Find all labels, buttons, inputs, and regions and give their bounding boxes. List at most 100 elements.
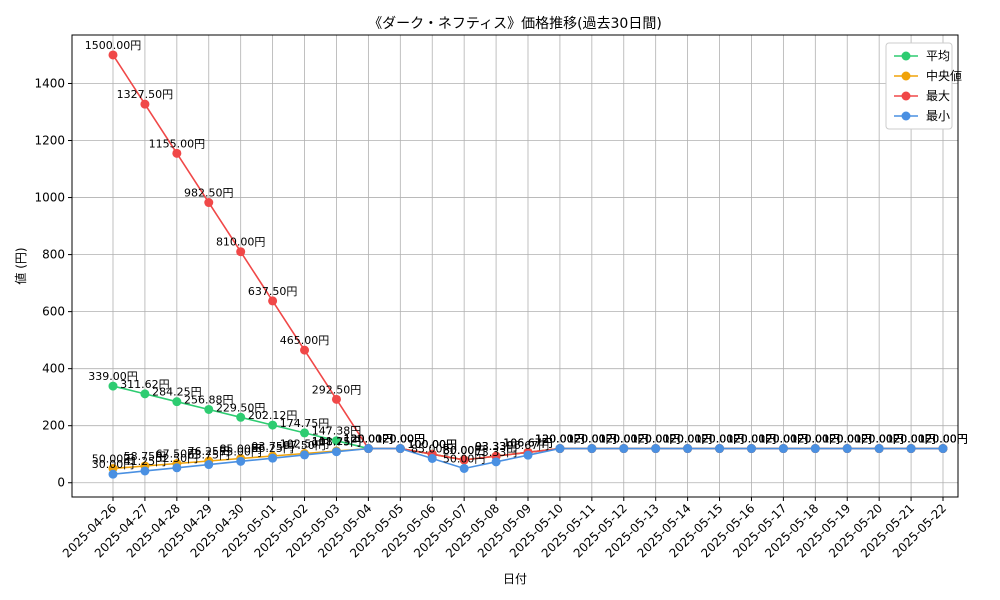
data-label: 120.00円 [791, 433, 841, 446]
data-point [395, 444, 405, 454]
x-axis-title: 日付 [503, 572, 527, 586]
data-label: 100.00円 [407, 438, 457, 451]
data-label: 120.00円 [791, 433, 841, 446]
data-label: 120.00円 [791, 433, 841, 446]
data-point [140, 389, 150, 399]
data-point [268, 420, 278, 430]
data-label: 339.00円 [88, 370, 138, 383]
data-point [172, 148, 182, 158]
data-label: 1327.50円 [117, 88, 174, 101]
data-label: 93.33円 [475, 440, 518, 453]
data-point [236, 247, 246, 257]
data-label: 120.00円 [759, 433, 809, 446]
data-label: 50.00円 [443, 452, 486, 465]
data-label: 120.00円 [918, 433, 968, 446]
data-label: 120.00円 [854, 433, 904, 446]
data-point [236, 412, 246, 422]
data-label: 120.00円 [695, 433, 745, 446]
data-label: 120.00円 [727, 433, 777, 446]
data-label: 120.00円 [854, 433, 904, 446]
data-label: 120.00円 [535, 433, 585, 446]
data-label: 120.00円 [567, 433, 617, 446]
data-label: 120.00円 [535, 433, 585, 446]
data-point [108, 469, 118, 479]
data-label: 284.25円 [152, 386, 202, 399]
data-label: 120.00円 [918, 433, 968, 446]
data-label: 120.00円 [822, 433, 872, 446]
data-label: 637.50円 [248, 285, 298, 298]
data-point [140, 466, 150, 476]
y-tick-label: 1200 [34, 134, 65, 148]
data-point [619, 444, 629, 454]
y-tick-label: 400 [42, 362, 65, 376]
y-tick-label: 1400 [34, 76, 65, 90]
y-axis-title: 値 (円) [13, 247, 28, 284]
data-label: 120.00円 [918, 433, 968, 446]
data-point [108, 50, 118, 60]
y-tick-label: 800 [42, 248, 65, 262]
data-point [204, 404, 214, 414]
data-label: 120.00円 [695, 433, 745, 446]
data-label: 120.00円 [822, 433, 872, 446]
data-label: 120.00円 [344, 433, 394, 446]
data-label: 30.00円 [92, 458, 135, 471]
data-label: 120.00円 [886, 433, 936, 446]
data-label: 111.25円 [312, 435, 362, 448]
data-label: 100.00円 [407, 438, 457, 451]
data-label: 120.00円 [663, 433, 713, 446]
data-label: 256.88円 [184, 393, 234, 406]
plot-frame [71, 34, 959, 498]
data-point [810, 444, 820, 454]
data-label: 120.00円 [599, 433, 649, 446]
legend-label: 最小 [926, 109, 950, 123]
data-label: 120.00円 [631, 433, 681, 446]
data-label: 76.25円 [188, 445, 231, 458]
data-label: 120.00円 [631, 433, 681, 446]
data-point [140, 99, 150, 109]
data-label: 106.67円 [503, 436, 553, 449]
data-label: 120.00円 [376, 433, 426, 446]
data-point [331, 394, 341, 404]
data-point [300, 345, 310, 355]
data-point [683, 444, 693, 454]
data-label: 120.00円 [599, 433, 649, 446]
data-point [906, 444, 916, 454]
data-point [938, 444, 948, 454]
data-point [555, 444, 565, 454]
data-label: 120.00円 [663, 433, 713, 446]
data-label: 120.00円 [376, 433, 426, 446]
data-label: 120.00円 [631, 433, 681, 446]
data-label: 120.00円 [727, 433, 777, 446]
data-point [778, 444, 788, 454]
data-label: 120.00円 [535, 433, 585, 446]
data-label: 120.00円 [791, 433, 841, 446]
data-point [236, 456, 246, 466]
data-point [587, 444, 597, 454]
data-point [268, 453, 278, 463]
data-label: 120.00円 [886, 433, 936, 446]
data-point [715, 444, 725, 454]
data-label: 120.00円 [599, 433, 649, 446]
data-point [427, 454, 437, 463]
data-label: 120.00円 [759, 433, 809, 446]
data-label: 100.00円 [407, 438, 457, 451]
data-label: 85.00円 [411, 443, 454, 456]
data-point [491, 457, 501, 467]
y-tick-label: 200 [42, 419, 65, 433]
data-label: 93.75円 [251, 440, 294, 453]
data-point [459, 455, 469, 465]
data-label: 120.00円 [727, 433, 777, 446]
data-point [331, 436, 341, 446]
data-label: 202.12円 [248, 409, 298, 422]
y-axis-ticks: 0 200 400 600 800 1000 1200 1400 [34, 76, 72, 490]
data-label: 52.50円 [156, 452, 199, 465]
data-label: 120.00円 [854, 433, 904, 446]
data-point [268, 296, 278, 306]
legend-marker [901, 71, 911, 81]
data-point [108, 381, 118, 391]
data-label: 96.67円 [507, 439, 550, 452]
grid [72, 35, 958, 497]
legend-label: 中央値 [926, 68, 962, 83]
data-label: 120.00円 [344, 433, 394, 446]
